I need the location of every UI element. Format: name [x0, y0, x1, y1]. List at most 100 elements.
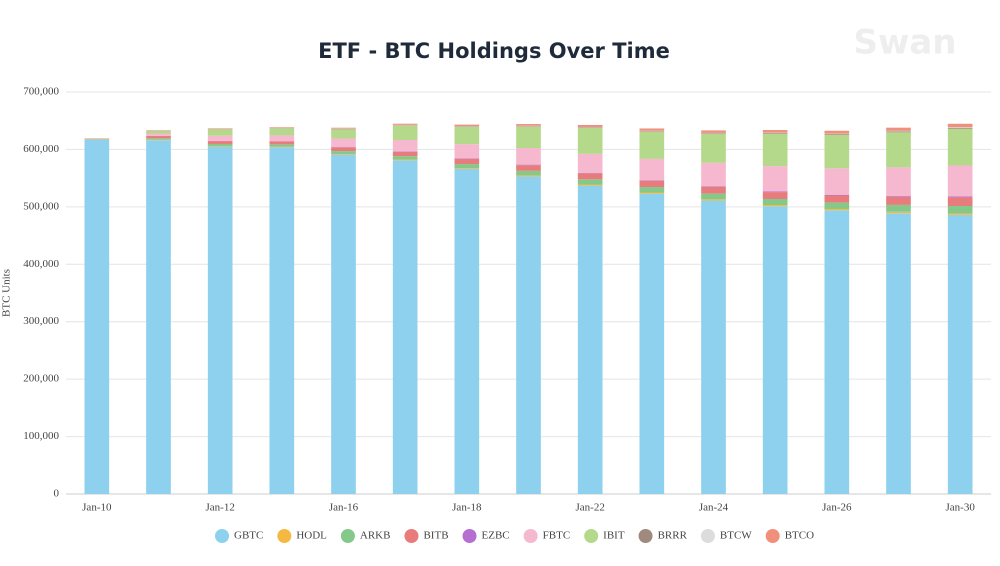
bar-segment [516, 170, 541, 176]
bar-segment [392, 140, 418, 152]
x-tick-label: Jan-26 [822, 502, 852, 514]
bar-segment [701, 193, 726, 200]
y-axis-label: BTC Units [1, 269, 13, 317]
legend-label: GBTC [234, 530, 263, 542]
bar-segment [207, 129, 233, 136]
watermark: Swan [853, 23, 956, 63]
bar-segment [762, 198, 788, 206]
bar-segment [577, 124, 603, 127]
legend-label: BTCW [720, 530, 752, 542]
bar-segment [947, 127, 973, 128]
bar-segment [84, 139, 110, 494]
bar-segment [639, 180, 665, 188]
bar-segment [207, 135, 233, 141]
bar-segment [577, 179, 603, 185]
x-tick-label: Jan-24 [699, 502, 729, 514]
bar-segment [886, 167, 911, 197]
bar-segment [207, 145, 233, 147]
bar-segment [516, 147, 541, 165]
bar-segment [701, 186, 726, 187]
bar-segment [392, 151, 418, 157]
bar-segment [454, 144, 480, 159]
y-tick-label: 400,000 [23, 258, 59, 270]
bar-segment [392, 160, 418, 494]
bar-segment [516, 165, 541, 171]
bar-segment [824, 195, 850, 203]
chart-title: ETF - BTC Holdings Over Time [318, 39, 670, 63]
bar-segment [146, 133, 171, 136]
bar-segment [886, 213, 911, 494]
bar-segment [947, 196, 973, 198]
legend-marker [404, 529, 419, 543]
bar-segment [331, 129, 356, 139]
bar-segment [701, 133, 726, 135]
x-tick-label: Jan-30 [946, 502, 976, 514]
bar-segment [947, 213, 973, 215]
bar-segment [331, 154, 356, 494]
bar-segment [762, 166, 788, 192]
bar-segment [269, 146, 295, 148]
bar-segment [146, 130, 171, 134]
bar-segment [639, 187, 665, 193]
bar-segment [762, 191, 788, 193]
bar-segment [516, 175, 541, 177]
x-tick-label: Jan-10 [82, 502, 112, 514]
bar-segment [577, 185, 603, 494]
bar-segment [269, 141, 295, 145]
bar-segment [146, 138, 171, 140]
bar-segment [577, 184, 603, 186]
bar-segment [207, 143, 233, 146]
bar-segment [947, 214, 973, 494]
bar-segment [269, 135, 295, 142]
bar-segment [331, 127, 356, 129]
legend-marker [462, 529, 477, 543]
bar-segment [762, 132, 788, 134]
bar-segment [701, 134, 726, 163]
bar-segment [577, 153, 603, 173]
bar-segment [824, 208, 850, 211]
bar-segment [269, 127, 295, 128]
legend-marker [215, 529, 229, 543]
x-tick-label: Jan-18 [452, 502, 482, 514]
legend-marker [765, 529, 780, 543]
bar-segment [762, 133, 788, 167]
legend-label: BRRR [658, 530, 688, 542]
bar-segment [824, 194, 850, 196]
bar-segment [886, 130, 911, 132]
y-tick-label: 0 [54, 488, 60, 500]
bar-segment [639, 192, 665, 194]
bar-segment [824, 134, 850, 136]
bar-segment [762, 205, 788, 207]
bar-segment [762, 133, 788, 134]
bar-segment [701, 200, 726, 495]
bar-segment [762, 206, 788, 495]
bar-segment [947, 197, 973, 206]
bar-segment [947, 123, 973, 128]
legend-label: IBIT [603, 530, 625, 542]
bar-segment [454, 168, 480, 494]
legend-marker [523, 529, 538, 543]
bar-segment [454, 158, 480, 165]
bar-segment [639, 193, 665, 495]
bar-segment [392, 125, 418, 141]
bar-segment [454, 164, 480, 169]
bar-segment [577, 173, 603, 180]
legend-label: BITB [423, 530, 448, 542]
bar-segment [824, 135, 850, 169]
x-tick-label: Jan-12 [206, 502, 235, 514]
bar-segment [454, 124, 480, 127]
bar-segment [454, 168, 480, 169]
bar-segment [886, 196, 911, 205]
bar-segment [886, 132, 911, 168]
bar-segment [577, 128, 603, 154]
bar-segment [331, 147, 356, 152]
bar-segment [516, 126, 541, 148]
bar-segment [701, 186, 726, 194]
bar-segment [146, 136, 171, 139]
legend-marker [277, 529, 292, 543]
bar-segment [454, 126, 480, 127]
bar-segment [824, 202, 850, 209]
legend-marker [700, 529, 715, 543]
bar-segment [392, 123, 418, 125]
bar-segment [639, 158, 665, 181]
